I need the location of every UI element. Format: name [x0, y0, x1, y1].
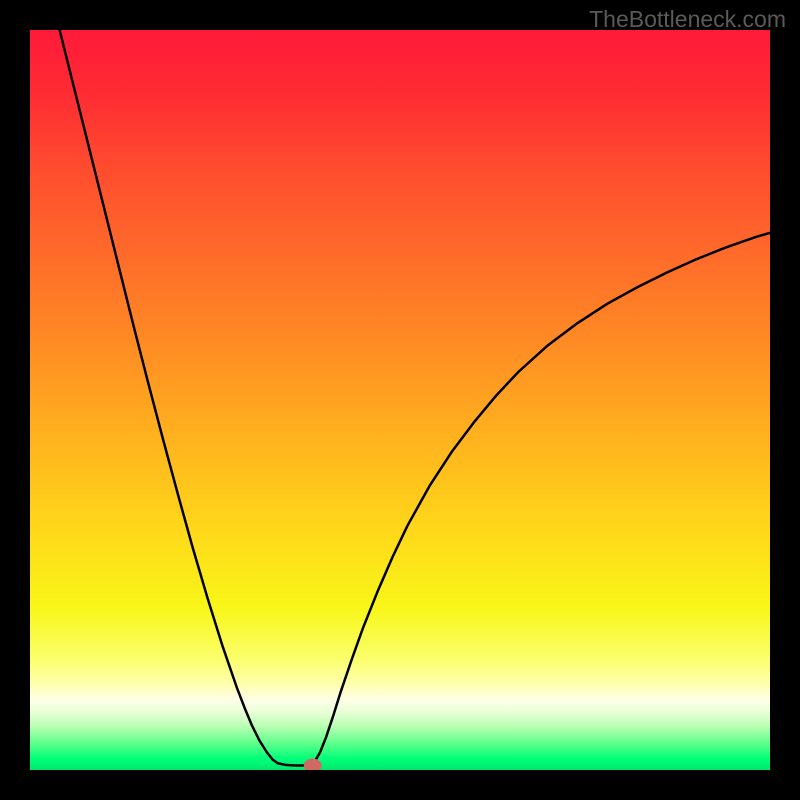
gradient-background — [30, 30, 770, 770]
bottleneck-chart — [0, 0, 800, 800]
figure-root: TheBottleneck.com — [0, 0, 800, 800]
